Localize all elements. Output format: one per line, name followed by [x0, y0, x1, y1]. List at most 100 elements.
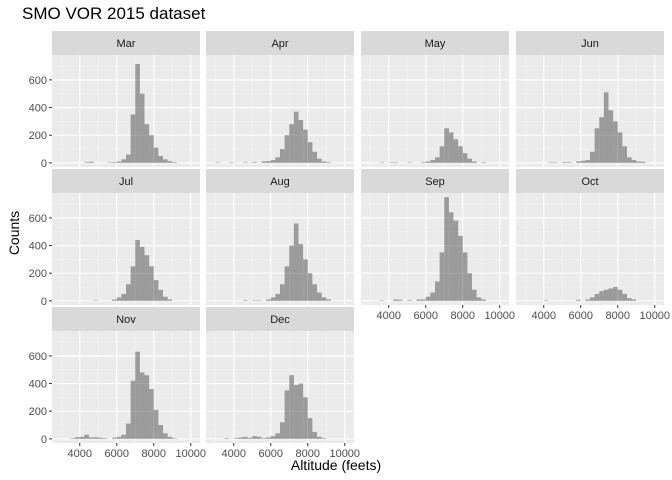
histogram-bar [167, 161, 173, 163]
histogram-bar [453, 220, 459, 301]
x-tick-label: 10000 [329, 448, 360, 460]
histogram-bar [167, 436, 173, 439]
histogram-bar [149, 135, 154, 163]
histogram-bar [233, 438, 239, 439]
histogram-bar [89, 161, 94, 163]
histogram-bar [562, 162, 567, 163]
histogram-bar [98, 437, 103, 439]
histogram-bar [576, 161, 581, 163]
histogram-bar [636, 161, 641, 163]
facet-strip-label: Jul [119, 176, 133, 188]
histogram-bar [243, 436, 248, 439]
histogram-bar [627, 298, 632, 301]
y-tick-label: 400 [29, 241, 47, 253]
histogram-bar [472, 161, 477, 163]
histogram-bar [280, 422, 285, 439]
histogram-bar [84, 162, 89, 163]
histogram-bar [613, 287, 618, 301]
histogram-bar [594, 293, 600, 301]
histogram-bar [266, 299, 271, 301]
histogram-bar [252, 300, 257, 301]
facet-strip [516, 169, 664, 193]
histogram-bar [112, 299, 117, 301]
histogram-bar [163, 433, 168, 439]
histogram-bar [135, 63, 140, 163]
panel-background [206, 55, 354, 167]
facet-panel-aug: Aug [206, 169, 354, 305]
x-tick-label: 10000 [175, 448, 206, 460]
histogram-bar [298, 119, 304, 163]
histogram-bar [608, 110, 614, 163]
histogram-bar [139, 246, 145, 301]
facet-strip-label: Apr [271, 38, 288, 50]
histogram-bar [421, 299, 426, 301]
histogram-bar [293, 111, 299, 163]
histogram-bar [585, 160, 590, 163]
facet-strip [206, 169, 354, 193]
x-tick-label: 6000 [105, 448, 129, 460]
histogram-bar [421, 162, 426, 163]
facet-panel-jun: Jun [516, 31, 664, 167]
histogram-bar [130, 266, 136, 301]
histogram-bar [448, 212, 454, 301]
histogram-bar [284, 266, 290, 301]
histogram-bar [84, 434, 89, 439]
histogram-bar [439, 146, 445, 163]
histogram-bar [243, 162, 248, 163]
facet-strip [52, 169, 200, 193]
histogram-bar [548, 162, 553, 163]
x-tick-label: 4000 [68, 448, 92, 460]
histogram-bar [289, 245, 294, 301]
histogram-bar [135, 351, 140, 439]
histogram-bar [398, 299, 403, 301]
histogram-bar [458, 235, 463, 301]
histogram-bar [293, 384, 299, 439]
histogram-bar [112, 437, 117, 439]
histogram-bar [149, 266, 154, 301]
x-tick-label: 6000 [569, 310, 593, 322]
histogram-bar [280, 149, 285, 163]
histogram-bar [613, 121, 618, 163]
histogram-bar [317, 158, 322, 163]
histogram-bar [153, 147, 159, 163]
panel-background [516, 55, 664, 167]
histogram-bar [102, 438, 108, 439]
histogram-bar [416, 299, 422, 301]
histogram-bar [298, 244, 304, 301]
histogram-bar [430, 160, 435, 163]
histogram-bar [622, 293, 627, 301]
x-tick-label: 8000 [296, 448, 320, 460]
histogram-bar [275, 157, 280, 163]
histogram-bar [303, 259, 308, 301]
x-tick-label: 8000 [606, 310, 630, 322]
histogram-bar [79, 436, 85, 439]
y-tick-label: 400 [29, 379, 47, 391]
histogram-bar [144, 255, 150, 301]
y-tick-label: 200 [29, 130, 47, 142]
histogram-bar [252, 162, 257, 163]
histogram-bar [407, 162, 412, 163]
histogram-bar [158, 289, 163, 301]
histogram-bar [121, 293, 126, 301]
x-tick-label: 4000 [377, 310, 401, 322]
histogram-bar [627, 157, 632, 163]
facet-panel-nov: Nov 0 200 400 600 4000 6000 8000 10000 [29, 307, 206, 460]
y-tick-label: 200 [29, 406, 47, 418]
histogram-bar [172, 162, 177, 163]
histogram-bar [289, 124, 294, 163]
histogram-bar [590, 151, 595, 163]
histogram-bar [481, 162, 486, 163]
histogram-bar [303, 397, 308, 439]
histogram-bar [116, 297, 122, 301]
histogram-bar [261, 161, 267, 163]
y-tick-label: 0 [41, 296, 47, 308]
histogram-bar [317, 436, 322, 439]
histogram-bar [247, 437, 253, 439]
histogram-bar [163, 159, 168, 163]
histogram-bar [256, 436, 262, 439]
histogram-bar [622, 146, 627, 163]
histogram-bar [153, 409, 159, 439]
histogram-bar [594, 128, 600, 163]
histogram-bar [284, 135, 290, 163]
